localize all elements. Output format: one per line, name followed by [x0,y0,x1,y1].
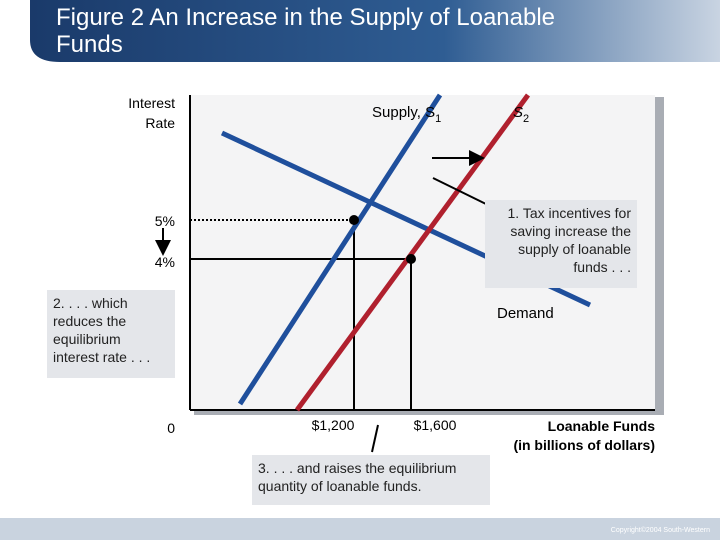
supply-1-curve [237,93,443,406]
label-text: S [513,104,523,121]
y-axis-label: Interest [128,95,175,111]
annotation-2: 2. . . . which reduces the equilibrium i… [47,290,175,378]
label-subscript: 1 [435,113,441,125]
footer-bar [0,518,720,540]
title-line-1: Figure 2 An Increase in the Supply of Lo… [56,4,555,31]
label-text: Supply, S [372,104,435,121]
supply-2-curve [294,93,531,412]
supply-1-label: Supply, S1 [372,104,441,125]
annotation-3: 3. . . . and raises the equilibrium quan… [252,455,490,505]
quantity-label: $1,600 [414,417,457,433]
origin-label: 0 [167,420,175,436]
title-line-2: Funds [56,31,123,58]
demand-label: Demand [497,305,554,322]
annotation-1: 1. Tax incentives for saving increase th… [485,200,637,288]
pointer-1 [432,177,489,206]
x-axis-label: Loanable Funds [548,418,656,434]
supply-2-label: S2 [513,104,529,125]
equilibrium-2 [406,254,416,264]
y-axis-label: Rate [145,115,175,131]
title-bar [30,0,720,62]
rate-label: 5% [155,213,175,229]
pointer-3 [371,424,379,453]
copyright: Copyright©2004 South-Western [611,526,710,534]
rate-label: 4% [155,254,175,270]
quantity-label: $1,200 [312,417,355,433]
equilibrium-1 [349,215,359,225]
label-subscript: 2 [523,113,529,125]
x-axis-label: (in billions of dollars) [513,437,655,453]
